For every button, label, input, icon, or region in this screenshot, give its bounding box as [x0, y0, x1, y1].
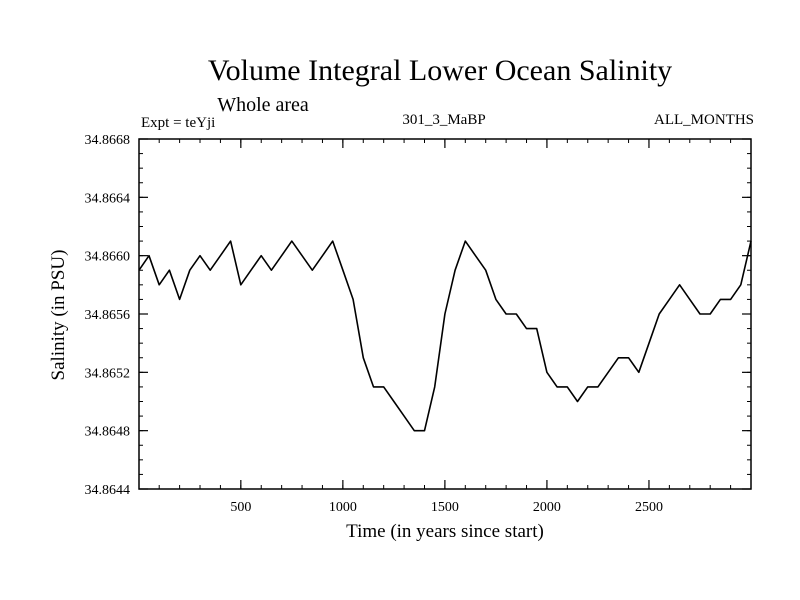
- y-tick-label: 34.8660: [85, 250, 131, 265]
- y-tick-label: 34.8664: [85, 191, 131, 206]
- x-tick-label: 2500: [635, 500, 663, 515]
- y-axis-label: Salinity (in PSU): [48, 250, 69, 381]
- x-tick-label: 500: [230, 500, 251, 515]
- run-label: 301_3_MaBP: [402, 112, 485, 128]
- x-axis-label: Time (in years since start): [346, 521, 544, 542]
- chart-subtitle: Whole area: [217, 94, 309, 116]
- y-tick-label: 34.8668: [85, 133, 131, 148]
- x-tick-label: 1000: [329, 500, 357, 515]
- x-tick-label: 2000: [533, 500, 561, 515]
- y-tick-label: 34.8652: [85, 366, 131, 381]
- plot-area: 500 1000 1500 2000 2500 34.8644 34.8648 34.8652…: [85, 133, 752, 515]
- months-label: ALL_MONTHS: [654, 112, 754, 128]
- chart-root: Volume Integral Lower Ocean Salinity Who…: [0, 0, 800, 600]
- x-tick-label: 1500: [431, 500, 459, 515]
- y-tick-label: 34.8644: [85, 483, 131, 498]
- y-tick-label: 34.8648: [85, 425, 131, 440]
- series-line: [139, 241, 751, 431]
- experiment-label: Expt = teYji: [141, 115, 215, 131]
- chart-title: Volume Integral Lower Ocean Salinity: [208, 54, 672, 87]
- y-tick-label: 34.8656: [85, 308, 131, 323]
